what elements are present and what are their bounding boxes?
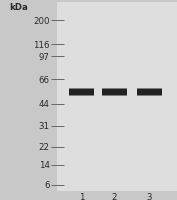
Bar — [57, 3, 177, 191]
Bar — [69, 89, 94, 95]
Text: 1: 1 — [79, 192, 84, 200]
Bar — [102, 89, 127, 95]
Text: kDa: kDa — [9, 3, 28, 11]
Text: 97: 97 — [39, 53, 50, 61]
Text: 66: 66 — [39, 76, 50, 84]
Text: 3: 3 — [147, 192, 152, 200]
Bar — [69, 90, 94, 96]
Bar — [137, 89, 162, 95]
Text: 2: 2 — [111, 192, 117, 200]
Text: 6: 6 — [44, 181, 50, 189]
Text: 116: 116 — [33, 41, 50, 49]
Text: 22: 22 — [39, 143, 50, 151]
Bar — [102, 91, 127, 97]
Text: 200: 200 — [33, 17, 50, 25]
Text: 14: 14 — [39, 161, 50, 169]
Bar — [102, 90, 127, 96]
Bar — [137, 90, 162, 96]
Bar — [137, 91, 162, 97]
Text: 44: 44 — [39, 100, 50, 108]
Text: 31: 31 — [39, 122, 50, 130]
Bar — [69, 91, 94, 97]
